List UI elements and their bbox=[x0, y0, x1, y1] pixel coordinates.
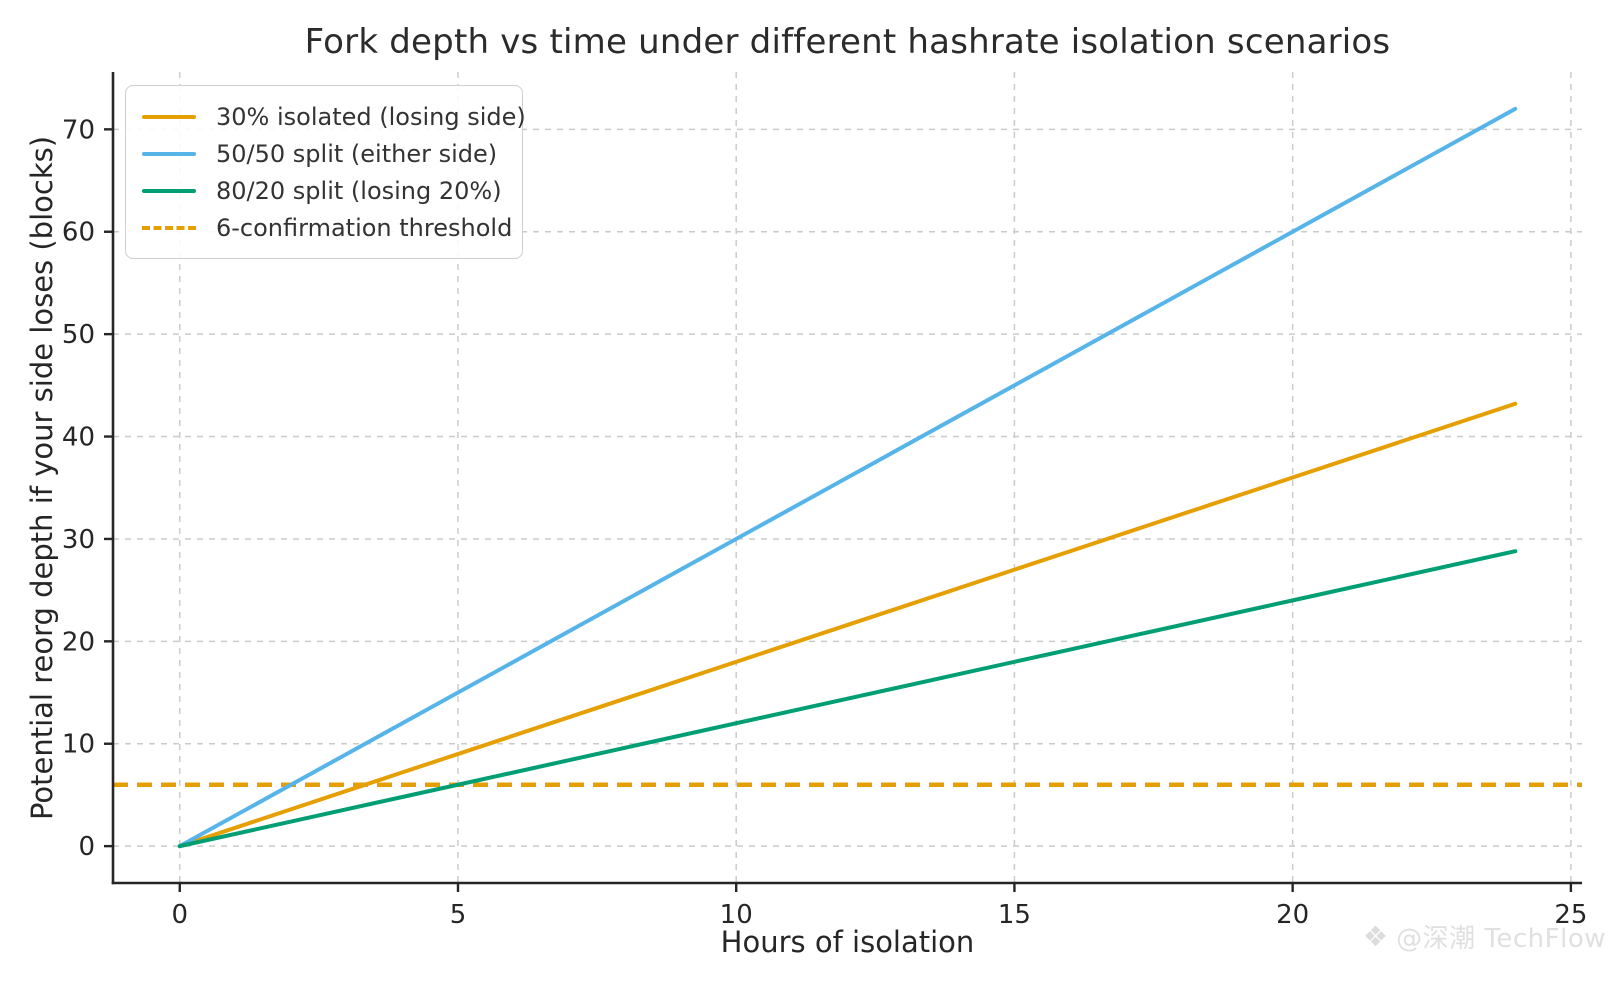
legend-label: 80/20 split (losing 20%) bbox=[216, 176, 502, 205]
legend-swatch-solid-green bbox=[142, 188, 196, 193]
y-tick-label: 0 bbox=[78, 832, 95, 862]
legend-item-6-confirmation-threshold: 6-confirmation threshold bbox=[142, 209, 512, 246]
legend-item-50-50-split: 50/50 split (either side) bbox=[142, 135, 508, 172]
y-tick-label: 60 bbox=[62, 218, 95, 248]
watermark-handle: @深潮 TechFlow bbox=[1396, 924, 1606, 954]
watermark: ❖ @深潮 TechFlow bbox=[1363, 918, 1606, 955]
y-tick-label: 40 bbox=[62, 423, 95, 453]
y-tick-label: 10 bbox=[62, 730, 95, 760]
legend-item-80-20-split: 80/20 split (losing 20%) bbox=[142, 172, 508, 209]
x-tick-label: 0 bbox=[171, 900, 188, 930]
x-tick-label: 20 bbox=[1276, 900, 1309, 930]
x-tick-label: 10 bbox=[720, 900, 753, 930]
y-axis-label: Potential reorg depth if your side loses… bbox=[25, 135, 59, 821]
legend-swatch-solid-blue bbox=[142, 151, 196, 156]
y-tick-label: 30 bbox=[62, 525, 95, 555]
legend: 30% isolated (losing side) 50/50 split (… bbox=[125, 85, 526, 259]
series-line-0 bbox=[177, 401, 1518, 849]
legend-swatch-dashed-orange bbox=[142, 225, 196, 230]
y-tick-label: 20 bbox=[62, 627, 95, 657]
x-tick-label: 25 bbox=[1554, 900, 1587, 930]
series-line-1 bbox=[177, 106, 1518, 849]
series-line-2 bbox=[177, 549, 1518, 849]
y-tick-label: 70 bbox=[62, 115, 95, 145]
x-tick-label: 15 bbox=[998, 900, 1031, 930]
x-axis-label: Hours of isolation bbox=[720, 925, 975, 959]
y-tick-label: 50 bbox=[62, 320, 95, 350]
legend-label: 50/50 split (either side) bbox=[216, 139, 498, 168]
techflow-logo-icon: ❖ bbox=[1363, 919, 1389, 953]
legend-label: 30% isolated (losing side) bbox=[216, 102, 526, 131]
legend-swatch-solid-orange bbox=[142, 114, 196, 119]
legend-item-30pct-isolated: 30% isolated (losing side) bbox=[142, 98, 526, 135]
chart-title: Fork depth vs time under different hashr… bbox=[304, 22, 1391, 62]
x-tick-label: 5 bbox=[450, 900, 467, 930]
legend-label: 6-confirmation threshold bbox=[216, 213, 513, 242]
